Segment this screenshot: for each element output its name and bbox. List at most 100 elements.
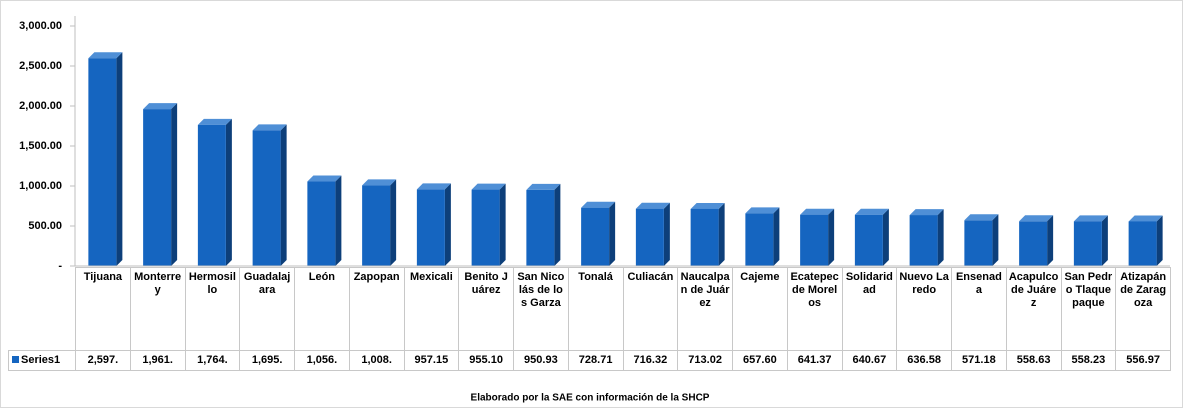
bar-side	[1156, 215, 1163, 266]
value-cell: 558.63	[1005, 350, 1062, 371]
category-cell: Monterrey	[129, 267, 186, 351]
bar	[745, 213, 774, 266]
bar-side	[225, 118, 232, 266]
bar-side	[1047, 215, 1054, 266]
legend-label: Series1	[21, 354, 61, 366]
bar	[526, 189, 555, 266]
category-cell: Naucalpan de Juárez	[677, 267, 733, 351]
bar-top	[416, 183, 451, 190]
bar-side	[718, 202, 725, 266]
bar-top	[854, 208, 889, 215]
category-cell: San Pedro Tlaquepaque	[1060, 267, 1117, 351]
y-tick-label: -	[58, 260, 62, 272]
value-cell: 1,056.	[294, 350, 350, 371]
category-cell: San Nicolás de los Garza	[513, 267, 569, 351]
category-cell: Tonalá	[567, 267, 624, 351]
bar	[964, 220, 993, 266]
legend-cell: Series1	[8, 350, 76, 371]
category-cell: Mexicali	[403, 267, 460, 351]
value-cell: 713.02	[677, 350, 733, 371]
category-cell: Zapopan	[348, 267, 405, 351]
value-cell: 571.18	[951, 350, 1007, 371]
bar-top	[197, 118, 232, 125]
bar	[197, 124, 226, 266]
bar	[1019, 221, 1048, 266]
category-cell: León	[294, 267, 350, 351]
y-tick-label: 500.00	[28, 220, 62, 232]
value-cell: 1,764.	[184, 350, 241, 371]
bar-side	[280, 124, 287, 267]
bar-top	[471, 183, 506, 190]
bar-side	[773, 207, 780, 266]
bar-top	[143, 103, 178, 110]
bar-side	[116, 52, 123, 266]
y-tick-label: 2,500.00	[19, 60, 62, 72]
bar	[581, 207, 610, 266]
value-cell: 2,597.	[75, 350, 131, 371]
bar-side	[882, 208, 889, 266]
bar-side	[444, 183, 451, 266]
value-cell: 728.71	[567, 350, 624, 371]
category-cell: Benito Juárez	[458, 267, 514, 351]
bar	[854, 214, 883, 266]
bar-side	[554, 183, 561, 266]
bar-top	[1128, 215, 1163, 222]
bar	[88, 58, 117, 266]
bar	[909, 215, 938, 266]
category-cell: Solidaridad	[841, 267, 898, 351]
value-cell: 556.97	[1115, 350, 1171, 371]
bar-side	[499, 183, 506, 266]
value-cell: 955.10	[458, 350, 514, 371]
category-cell: Guadalajara	[239, 267, 295, 351]
category-cell: Nuevo Laredo	[896, 267, 952, 351]
value-cell: 640.67	[841, 350, 898, 371]
bar-side	[828, 208, 835, 266]
value-cell: 558.23	[1060, 350, 1117, 371]
category-cell: Culiacán	[622, 267, 679, 351]
bar-side	[663, 202, 670, 266]
bar	[690, 208, 719, 266]
bar	[1128, 221, 1157, 266]
value-cell: 1,695.	[239, 350, 295, 371]
category-cell: Atizapán de Zaragoza	[1115, 267, 1171, 351]
category-cell: Acapulco de Juárez	[1005, 267, 1062, 351]
bar-side	[1101, 215, 1108, 266]
bar-side	[390, 179, 397, 266]
bar	[800, 214, 829, 266]
bar-top	[526, 183, 561, 190]
category-cell: Ecatepec de Morelos	[786, 267, 843, 351]
bar-top	[252, 124, 287, 131]
category-cell: Cajeme	[732, 267, 788, 351]
bar	[416, 189, 445, 266]
bar-side	[609, 201, 616, 266]
bar-side	[335, 175, 342, 266]
bar-top	[690, 202, 725, 209]
bar	[252, 130, 281, 266]
bar-top	[745, 207, 780, 214]
bar-side	[937, 209, 944, 266]
legend-swatch	[12, 356, 19, 363]
bar-top	[1073, 215, 1108, 222]
bar-top	[800, 208, 835, 215]
bar-top	[88, 52, 123, 59]
value-cell: 950.93	[513, 350, 569, 371]
value-cell: 716.32	[622, 350, 679, 371]
value-cell: 636.58	[896, 350, 952, 371]
value-cell: 657.60	[732, 350, 788, 371]
bar	[362, 185, 391, 266]
bar	[143, 109, 172, 267]
category-cell: Tijuana	[75, 267, 131, 351]
bar-top	[964, 214, 999, 221]
bar-top	[307, 175, 342, 182]
source-note: Elaborado por la SAE con información de …	[471, 393, 710, 404]
y-tick-label: 3,000.00	[19, 20, 62, 32]
value-cell: 1,961.	[129, 350, 186, 371]
bar	[307, 181, 336, 266]
y-tick-label: 2,000.00	[19, 100, 62, 112]
bar	[471, 189, 500, 266]
value-cell: 1,008.	[348, 350, 405, 371]
value-cell: 641.37	[786, 350, 843, 371]
category-cell: Ensenada	[951, 267, 1007, 351]
